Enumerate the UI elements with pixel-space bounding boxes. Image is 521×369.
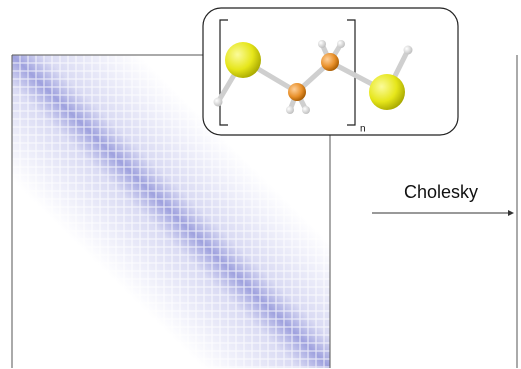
sulfur-atom [225,42,261,78]
repeat-subscript: n [360,124,366,135]
arrow-label: Cholesky [404,182,478,202]
diagram: Cholesky n [0,0,521,369]
molecule-inset: n [203,8,458,135]
carbon-atom [321,53,339,71]
sulfur-atom [369,74,405,110]
arrow-head [508,210,514,216]
carbon-atom [288,83,306,101]
